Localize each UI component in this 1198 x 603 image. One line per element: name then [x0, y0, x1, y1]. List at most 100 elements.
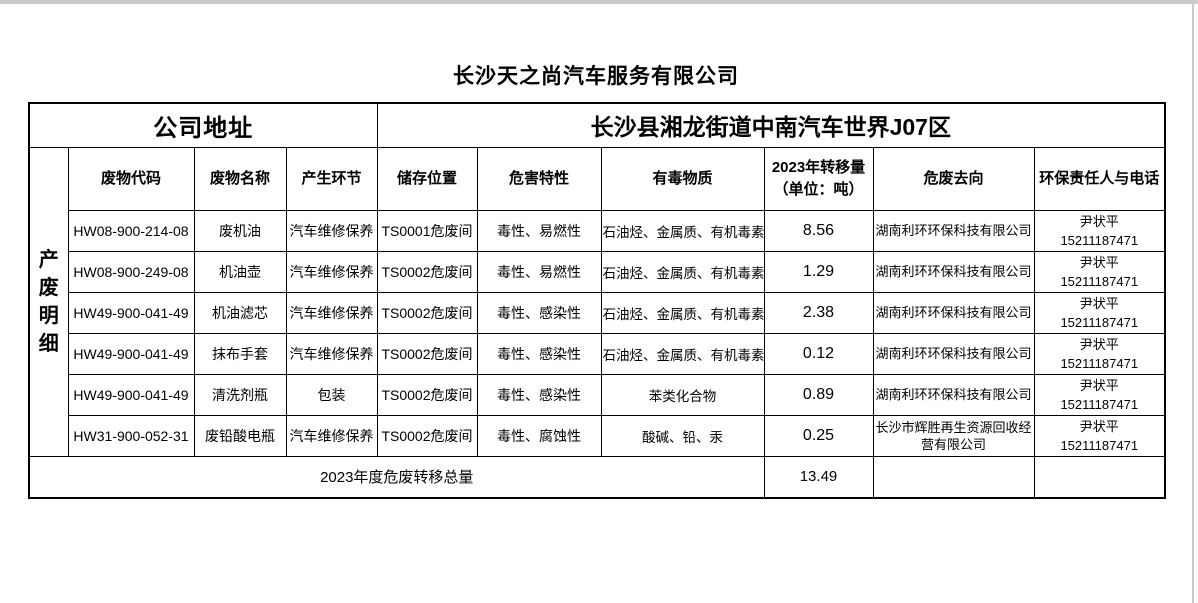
waste-code-cell: HW08-900-249-08 [67, 250, 195, 293]
storage-location-cell: TS0002危废间 [376, 414, 478, 457]
waste-code-cell: HW08-900-214-08 [67, 209, 195, 252]
toxic-substances-cell: 石油烃、金属质、有机毒素 [600, 250, 765, 293]
total-row: 2023年度危废转移总量 13.49 [28, 455, 1166, 499]
production-stage-cell: 汽车维修保养 [285, 291, 378, 334]
transfer-amount-cell: 0.12 [763, 332, 874, 375]
company-address-value: 长沙县湘龙街道中南汽车世界J07区 [376, 102, 1166, 148]
contact-cell: 尹状平 15211187471 [1033, 291, 1166, 334]
transfer-amount-cell: 2.38 [763, 291, 874, 334]
contact-name: 尹状平 [1079, 295, 1119, 311]
contact-phone: 15211187471 [1060, 437, 1139, 453]
hazard-traits-cell: 毒性、易燃性 [476, 209, 602, 252]
toxic-substances-cell: 石油烃、金属质、有机毒素 [600, 332, 765, 375]
destination-cell: 湖南利环环保科技有限公司 [872, 332, 1035, 375]
col-header-toxic-substances: 有毒物质 [600, 146, 765, 211]
table-row: HW08-900-249-08 机油壶 汽车维修保养 TS0002危废间 毒性、… [29, 250, 1166, 293]
total-label-cell: 2023年度危废转移总量 [28, 455, 765, 499]
col-header-production-stage: 产生环节 [285, 146, 378, 211]
storage-location-cell: TS0002危废间 [376, 291, 478, 334]
side-label-waste-details: 产 废 明 细 [28, 146, 69, 457]
waste-code-cell: HW49-900-041-49 [67, 291, 195, 334]
hazard-traits-cell: 毒性、感染性 [476, 332, 602, 375]
page-right-edge [1192, 4, 1194, 603]
column-header-row: 产 废 明 细 废物代码 废物名称 产生环节 储存位置 危害特性 有毒物质 20… [28, 146, 1166, 457]
contact-name: 尹状平 [1079, 254, 1119, 270]
contact-name: 尹状平 [1079, 418, 1119, 434]
waste-code-cell: HW49-900-041-49 [67, 373, 195, 416]
transfer-amount-cell: 1.29 [763, 250, 874, 293]
total-amount-cell: 13.49 [763, 455, 874, 499]
waste-name-cell: 废机油 [193, 209, 287, 252]
company-address-label: 公司地址 [28, 102, 378, 148]
hazard-traits-cell: 毒性、腐蚀性 [476, 414, 602, 457]
production-stage-cell: 汽车维修保养 [285, 414, 378, 457]
table-row: HW49-900-041-49 抹布手套 汽车维修保养 TS0002危废间 毒性… [29, 332, 1166, 375]
side-label-char: 明 [38, 304, 59, 327]
waste-name-cell: 机油滤芯 [193, 291, 287, 334]
table-row: HW31-900-052-31 废铅酸电瓶 汽车维修保养 TS0002危废间 毒… [29, 414, 1166, 457]
col-header-destination: 危废去向 [872, 146, 1035, 211]
contact-phone: 15211187471 [1060, 273, 1139, 289]
col-header-storage-location: 储存位置 [376, 146, 478, 211]
hazard-traits-cell: 毒性、感染性 [476, 373, 602, 416]
contact-phone: 15211187471 [1060, 232, 1139, 248]
table-row: HW08-900-214-08 废机油 汽车维修保养 TS0001危废间 毒性、… [29, 209, 1166, 252]
production-stage-cell: 包装 [285, 373, 378, 416]
waste-code-cell: HW49-900-041-49 [67, 332, 195, 375]
contact-phone: 15211187471 [1060, 355, 1139, 371]
transfer-amount-cell: 0.25 [763, 414, 874, 457]
storage-location-cell: TS0002危废间 [376, 373, 478, 416]
table-row: HW49-900-041-49 机油滤芯 汽车维修保养 TS0002危废间 毒性… [29, 291, 1166, 334]
toxic-substances-cell: 石油烃、金属质、有机毒素 [600, 291, 765, 334]
toxic-substances-cell: 石油烃、金属质、有机毒素 [600, 209, 765, 252]
col-header-hazard-traits: 危害特性 [476, 146, 602, 211]
hazard-traits-cell: 毒性、易燃性 [476, 250, 602, 293]
contact-cell: 尹状平 15211187471 [1033, 414, 1166, 457]
destination-cell: 湖南利环环保科技有限公司 [872, 250, 1035, 293]
destination-cell: 湖南利环环保科技有限公司 [872, 373, 1035, 416]
contact-phone: 15211187471 [1060, 396, 1139, 412]
company-title: 长沙天之尚汽车服务有限公司 [453, 65, 739, 88]
side-label-char: 废 [38, 276, 59, 299]
page-top-edge [0, 0, 1198, 4]
destination-cell: 湖南利环环保科技有限公司 [872, 209, 1035, 252]
storage-location-cell: TS0002危废间 [376, 250, 478, 293]
waste-code-cell: HW31-900-052-31 [67, 414, 195, 457]
transfer-amount-cell: 8.56 [763, 209, 874, 252]
destination-cell: 湖南利环环保科技有限公司 [872, 291, 1035, 334]
storage-location-cell: TS0001危废间 [376, 209, 478, 252]
contact-cell: 尹状平 15211187471 [1033, 209, 1166, 252]
hazardous-waste-table: 公司地址 长沙县湘龙街道中南汽车世界J07区 产 废 明 细 废物代码 废物名称… [28, 102, 1167, 499]
toxic-substances-cell: 酸碱、铅、汞 [600, 414, 765, 457]
contact-cell: 尹状平 15211187471 [1033, 373, 1166, 416]
transfer-amount-cell: 0.89 [763, 373, 874, 416]
contact-phone: 15211187471 [1060, 314, 1139, 330]
col-header-contact: 环保责任人与电话 [1033, 146, 1166, 211]
toxic-substances-cell: 苯类化合物 [600, 373, 765, 416]
waste-name-cell: 废铅酸电瓶 [193, 414, 287, 457]
address-row: 公司地址 长沙县湘龙街道中南汽车世界J07区 [28, 102, 1166, 148]
col-header-waste-code: 废物代码 [67, 146, 195, 211]
destination-cell: 长沙市辉胜再生资源回收经营有限公司 [872, 414, 1035, 457]
contact-name: 尹状平 [1079, 377, 1119, 393]
storage-location-cell: TS0002危废间 [376, 332, 478, 375]
waste-name-cell: 清洗剂瓶 [193, 373, 287, 416]
production-stage-cell: 汽车维修保养 [285, 250, 378, 293]
total-contact-empty-cell [1033, 455, 1166, 499]
contact-name: 尹状平 [1079, 336, 1119, 352]
side-label-char: 细 [38, 332, 59, 355]
contact-name: 尹状平 [1079, 213, 1119, 229]
hazard-traits-cell: 毒性、感染性 [476, 291, 602, 334]
production-stage-cell: 汽车维修保养 [285, 209, 378, 252]
contact-cell: 尹状平 15211187471 [1033, 250, 1166, 293]
col-header-waste-name: 废物名称 [193, 146, 287, 211]
contact-cell: 尹状平 15211187471 [1033, 332, 1166, 375]
side-label-char: 产 [38, 248, 59, 271]
waste-name-cell: 机油壶 [193, 250, 287, 293]
transfer-amount-header-line2: （单位：吨） [773, 180, 864, 198]
table-row: HW49-900-041-49 清洗剂瓶 包装 TS0002危废间 毒性、感染性… [29, 373, 1166, 416]
transfer-amount-header-line1: 2023年转移量 [771, 158, 866, 176]
total-destination-empty-cell [872, 455, 1035, 499]
production-stage-cell: 汽车维修保养 [285, 332, 378, 375]
